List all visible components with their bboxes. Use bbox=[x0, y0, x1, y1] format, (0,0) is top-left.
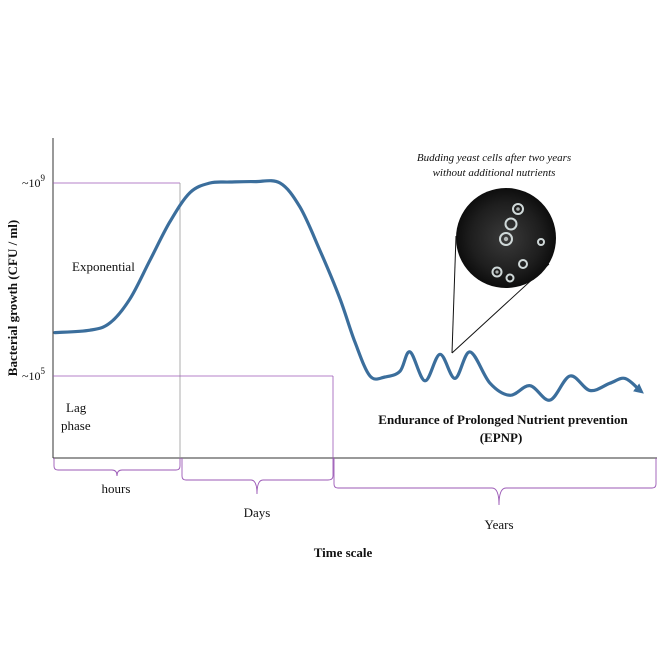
yeast-caption-1: Budding yeast cells after two years bbox=[417, 152, 571, 164]
x-axis-label: Time scale bbox=[314, 545, 373, 560]
brace-days bbox=[181, 458, 334, 495]
epnp-label-2: (EPNP) bbox=[480, 430, 523, 445]
span-label-days: Days bbox=[244, 505, 271, 520]
exponential-label: Exponential bbox=[72, 259, 135, 274]
epnp-label-1: Endurance of Prolonged Nutrient preventi… bbox=[378, 412, 628, 427]
y-tick-label-low: ~105 bbox=[22, 366, 46, 383]
yeast-micrograph bbox=[456, 188, 556, 288]
brace-hours bbox=[53, 458, 181, 477]
yeast-caption-2: without additional nutrients bbox=[433, 167, 556, 179]
brace-years bbox=[333, 458, 657, 506]
callout-line-left bbox=[451, 235, 457, 354]
y-tick-label-high: ~109 bbox=[22, 173, 46, 190]
lag-phase-label-2: phase bbox=[61, 418, 91, 433]
span-label-years: Years bbox=[484, 517, 513, 532]
lag-phase-label-1: Lag bbox=[66, 400, 87, 415]
y-axis-label: Bacterial growth (CFU / ml) bbox=[5, 220, 20, 376]
growth-curve bbox=[53, 179, 644, 402]
callout-line-right bbox=[451, 263, 550, 354]
span-label-hours: hours bbox=[102, 481, 131, 496]
